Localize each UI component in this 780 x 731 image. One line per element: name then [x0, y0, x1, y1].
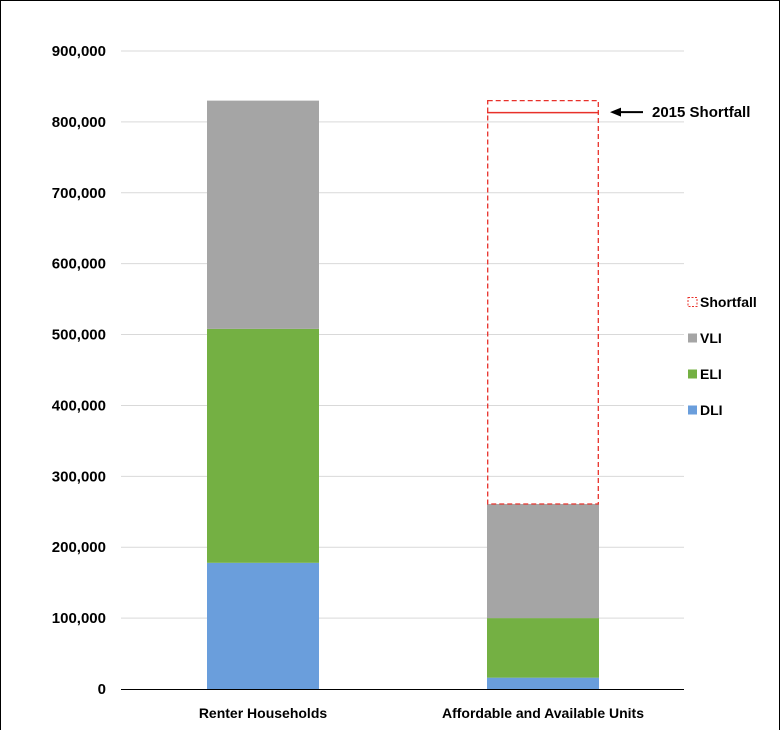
legend-swatch	[688, 405, 697, 415]
y-tick-label: 800,000	[52, 114, 106, 131]
left-arrow-icon	[610, 107, 621, 117]
legend: Shortfall VLI ELI DLI	[687, 294, 757, 418]
y-tick-label: 900,000	[52, 43, 106, 60]
bar-vli-affordable-and-available-units	[487, 503, 599, 619]
legend-swatch	[688, 369, 697, 379]
legend-item-dli: DLI	[688, 402, 723, 418]
y-tick-label: 700,000	[52, 185, 106, 202]
legend-label: VLI	[700, 330, 722, 346]
legend-label: DLI	[700, 402, 723, 418]
legend-item-vli: VLI	[688, 330, 722, 346]
y-tick-label: 500,000	[52, 327, 106, 344]
bar-eli-renter-households	[207, 328, 319, 563]
gridlines	[121, 50, 684, 619]
legend-swatch	[687, 297, 698, 307]
bars	[207, 99, 599, 689]
x-category-label: Affordable and Available Units	[442, 705, 644, 721]
bar-shortfall-affordable-and-available-units	[487, 99, 599, 505]
bar-dli-renter-households	[207, 562, 319, 689]
bar-dli-affordable-and-available-units	[487, 677, 599, 689]
y-tick-label: 100,000	[52, 610, 106, 627]
annotation: 2015 Shortfall	[487, 104, 750, 121]
y-tick-label: 0	[98, 681, 106, 698]
annotation-label: 2015 Shortfall	[652, 104, 750, 121]
legend-item-eli: ELI	[688, 366, 722, 382]
legend-label: ELI	[700, 366, 722, 382]
legend-label: Shortfall	[700, 294, 757, 310]
y-tick-label: 300,000	[52, 468, 106, 485]
legend-item-shortfall: Shortfall	[687, 294, 757, 310]
y-tick-label: 400,000	[52, 397, 106, 414]
x-category-label: Renter Households	[199, 705, 328, 721]
bar-vli-renter-households	[207, 100, 319, 329]
legend-swatch	[688, 333, 697, 343]
y-tick-label: 600,000	[52, 256, 106, 273]
y-axis-ticks: 0 100,000 200,000 300,000 400,000 500,000 600,…	[52, 43, 106, 698]
x-axis-categories: Renter Households Affordable and Availabl…	[199, 705, 644, 721]
y-tick-label: 200,000	[52, 539, 106, 556]
bar-eli-affordable-and-available-units	[487, 618, 599, 678]
